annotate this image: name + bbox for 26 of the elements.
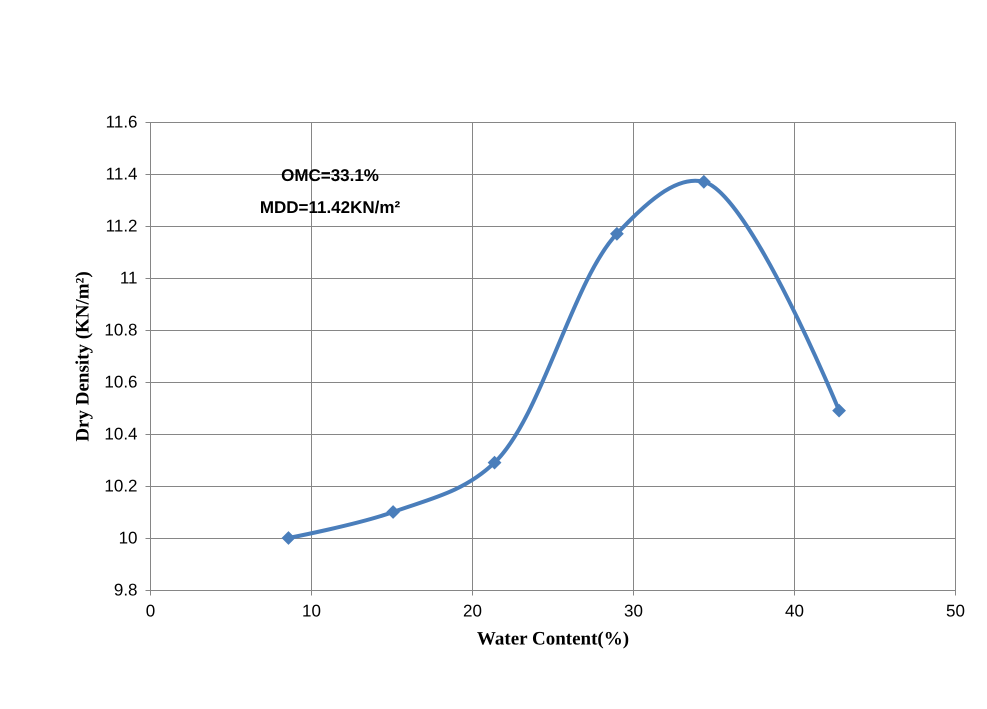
x-tick-label: 0 [146,602,156,620]
y-tick-label: 10.8 [104,320,138,340]
y-tick-label: 10.4 [104,424,138,444]
y-tick-label: 10 [118,528,138,548]
x-tick-label: 50 [946,602,965,620]
y-axis-title: Dry Density (KN/m²) [72,271,94,442]
x-tick-label: 20 [463,602,482,620]
y-tick-label: 10.6 [104,372,138,392]
x-tick-label: 30 [624,602,643,620]
annotation: OMC=33.1% [281,166,379,185]
point [488,456,502,470]
point [386,505,400,519]
y-tick-label: 11.4 [106,164,138,184]
point [610,226,624,241]
x-axis-title: Water Content(%) [476,628,630,650]
y-tick-label: 11 [120,268,138,288]
x-tick-label: 10 [302,602,321,620]
point [696,174,711,189]
annotation: MDD=11.42KN/m² [260,198,400,217]
y-tick-label: 9.8 [114,580,138,600]
y-tick-label: 11.2 [106,216,138,236]
y-tick-label: 11.6 [106,112,138,132]
y-tick-label: 10.2 [104,476,138,496]
x-tick-label: 40 [785,602,804,620]
point [832,404,846,418]
point [282,531,296,545]
